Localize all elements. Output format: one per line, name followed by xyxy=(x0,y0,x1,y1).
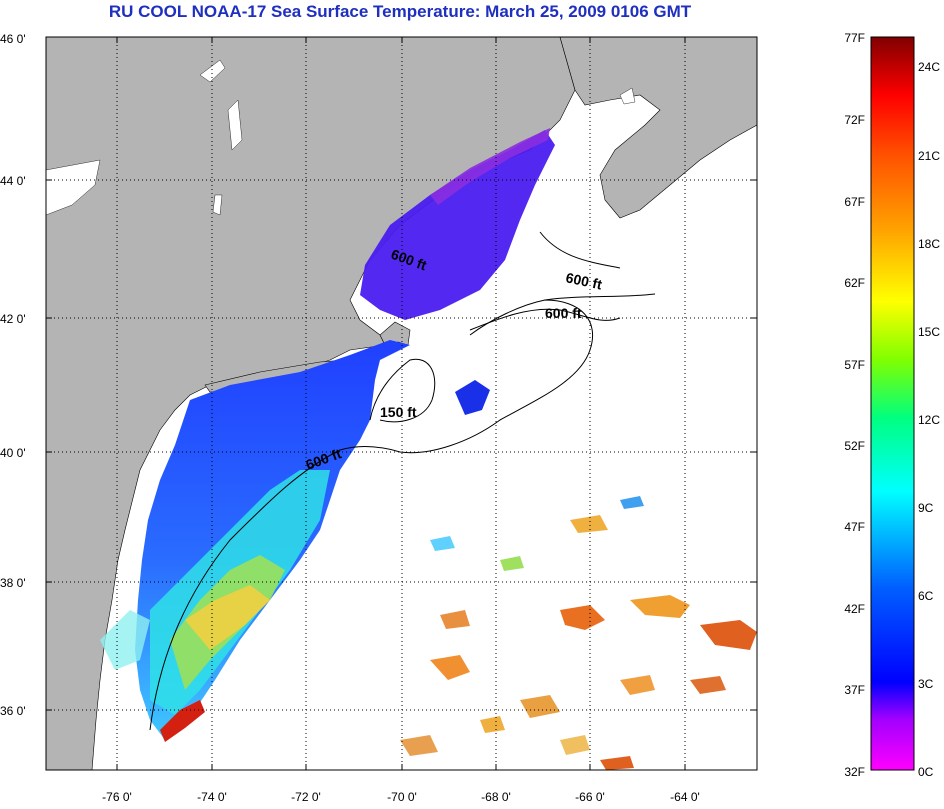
sst-gulf-stream-red xyxy=(160,700,205,742)
latitude-labels: 46 0' 44 0' 42 0' 40 0' 38 0' 36 0' xyxy=(0,32,26,718)
map-area xyxy=(46,37,757,770)
colorbar-f-label: 42F xyxy=(844,602,865,616)
colorbar-c-labels: 24C 21C 18C 15C 12C 9C 6C 3C 0C xyxy=(918,60,940,779)
depth-contours xyxy=(149,231,656,731)
lon-label: -64 0' xyxy=(670,790,700,804)
map-gridlines xyxy=(46,37,757,770)
colorbar: 77F 72F 67F 62F 57F 52F 47F 42F 37F 32F … xyxy=(844,31,940,779)
colorbar-c-label: 15C xyxy=(918,325,940,339)
sst-shelf-yellow xyxy=(185,585,270,650)
lon-label: -68 0' xyxy=(481,790,511,804)
map-title: RU COOL NOAA-17 Sea Surface Temperature:… xyxy=(108,2,692,21)
colorbar-gradient xyxy=(870,36,915,771)
lat-label: 42 0' xyxy=(0,312,26,326)
colorbar-f-label: 47F xyxy=(844,520,865,534)
colorbar-c-label: 9C xyxy=(918,501,934,515)
sst-shelf-south-cyan xyxy=(100,610,150,670)
longitude-labels: -76 0' -74 0' -72 0' -70 0' -68 0' -66 0… xyxy=(102,790,700,804)
colorbar-c-label: 24C xyxy=(918,60,940,74)
lon-label: -76 0' xyxy=(102,790,132,804)
colorbar-c-label: 21C xyxy=(918,149,940,163)
sst-gom-purple-fringe xyxy=(430,128,550,205)
lon-label: -70 0' xyxy=(387,790,417,804)
colorbar-f-label: 32F xyxy=(844,765,865,779)
land-nova-scotia xyxy=(559,37,757,219)
lat-label: 36 0' xyxy=(0,704,26,718)
colorbar-f-label: 52F xyxy=(844,439,865,453)
lat-label: 38 0' xyxy=(0,576,26,590)
lat-label: 46 0' xyxy=(0,32,26,46)
colorbar-f-label: 67F xyxy=(844,195,865,209)
colorbar-f-label: 57F xyxy=(844,358,865,372)
sst-georges-bank xyxy=(455,380,490,415)
colorbar-c-label: 3C xyxy=(918,677,934,691)
lon-label: -74 0' xyxy=(197,790,227,804)
colorbar-c-label: 18C xyxy=(918,237,940,251)
colorbar-c-label: 0C xyxy=(918,765,934,779)
lon-label: -66 0' xyxy=(575,790,605,804)
depth-label-600ft-ne-channel: 600 ft xyxy=(564,269,603,292)
lon-label: -72 0' xyxy=(291,790,321,804)
map-tick-marks xyxy=(46,37,757,770)
sst-offshore-patches xyxy=(400,496,757,770)
lat-label: 44 0' xyxy=(0,174,26,188)
colorbar-f-label: 72F xyxy=(844,113,865,127)
sst-gulf-of-maine xyxy=(360,130,555,320)
depth-label-150ft: 150 ft xyxy=(380,404,417,420)
lat-label: 40 0' xyxy=(0,446,26,460)
colorbar-f-label: 37F xyxy=(844,683,865,697)
colorbar-f-labels: 77F 72F 67F 62F 57F 52F 47F 42F 37F 32F xyxy=(844,31,865,779)
colorbar-f-label: 62F xyxy=(844,276,865,290)
land-lakes xyxy=(46,59,636,216)
colorbar-c-label: 12C xyxy=(918,413,940,427)
depth-label-600ft-georges: 600 ft xyxy=(545,305,582,321)
colorbar-f-label: 77F xyxy=(844,31,865,45)
colorbar-c-label: 6C xyxy=(918,589,934,603)
